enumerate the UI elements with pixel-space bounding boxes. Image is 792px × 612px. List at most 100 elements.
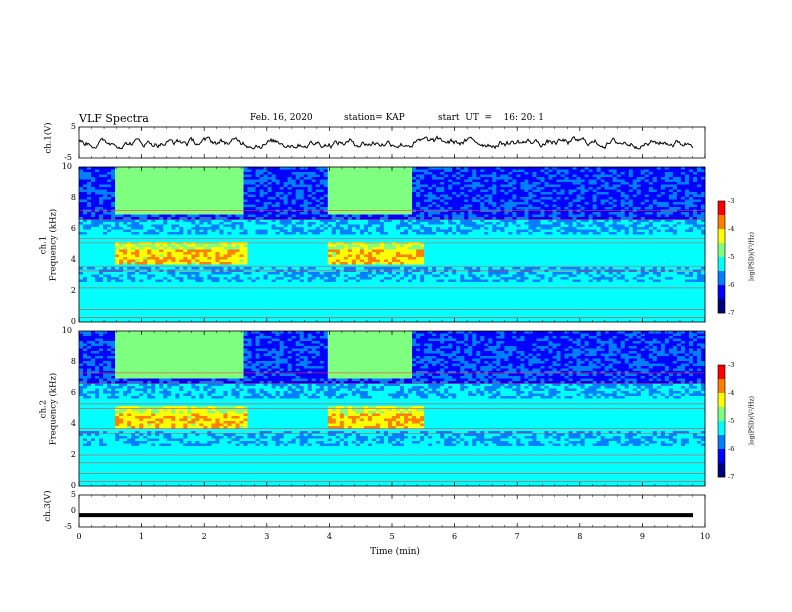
spectrogram-cell <box>115 224 120 228</box>
spectrogram-cell <box>347 217 353 220</box>
spectrogram-cell <box>95 302 100 305</box>
spectrogram-cell <box>187 257 192 260</box>
spectrogram-cell <box>375 217 381 220</box>
spectrogram-cell <box>287 177 293 180</box>
spectrogram-cell <box>311 239 317 243</box>
spectrogram-cell <box>115 212 120 215</box>
spectrogram-cell <box>235 199 240 203</box>
spectrogram-cell <box>167 317 172 320</box>
spectrogram-cell <box>343 249 349 253</box>
spectrogram-cell <box>355 252 361 255</box>
spectrogram-cell <box>99 212 104 215</box>
spectrogram-cell <box>392 259 397 263</box>
spectrogram-cell <box>303 292 309 295</box>
spectrogram-cell <box>215 272 220 275</box>
spectrogram-cell <box>111 212 116 215</box>
spectrogram-cell <box>392 299 397 303</box>
spectrogram-cell <box>175 204 180 208</box>
spectrogram-cell <box>259 189 264 193</box>
spectrogram-cell <box>323 222 329 225</box>
spectrogram-cell <box>319 222 325 225</box>
spectrogram-cell <box>131 319 136 323</box>
spectrogram-cell <box>347 292 353 295</box>
spectrogram-cell <box>331 304 337 308</box>
spectrogram-cell <box>219 312 224 315</box>
spectrogram-cell <box>291 254 297 258</box>
spectrogram-cell <box>355 209 361 213</box>
spectrogram-cell <box>255 317 260 320</box>
spectrogram-cell <box>123 167 128 170</box>
spectrogram-cell <box>315 294 321 298</box>
spectrogram-cell <box>299 187 305 190</box>
spectrogram-cell <box>303 212 309 215</box>
spectrogram-cell <box>319 219 325 223</box>
spectrogram-cell <box>123 227 128 230</box>
spectrogram-cell <box>115 279 120 283</box>
header-station: station= KAP <box>344 113 405 123</box>
spectrogram-cell <box>279 194 285 198</box>
spectrogram-cell <box>123 299 128 303</box>
spectrogram-cell <box>392 219 397 223</box>
spectrogram-cell <box>351 207 357 210</box>
spectrogram-cell <box>359 172 365 175</box>
spectrogram-cell <box>251 227 256 230</box>
spectrogram-cell <box>191 249 196 253</box>
spectrogram-cell <box>211 177 216 180</box>
spectrogram-cell <box>379 187 385 190</box>
spectrogram-cell <box>271 312 277 315</box>
spectrogram-cell <box>91 214 96 218</box>
spectrogram-cell <box>396 167 401 170</box>
spectrogram-cell <box>187 167 192 170</box>
spectrogram-cell <box>151 194 156 198</box>
spectrogram-cell <box>179 282 184 285</box>
spectrogram-cell <box>275 277 281 280</box>
spectrogram-cell <box>255 189 260 193</box>
spectrogram-cell <box>371 197 377 200</box>
spectrogram-cell <box>363 277 369 280</box>
spectrogram-cell <box>231 319 236 323</box>
spectrogram-cell <box>287 289 293 293</box>
spectrogram-cell <box>347 197 353 200</box>
spectrogram-cell <box>271 209 277 213</box>
spectrogram-cell <box>183 187 188 190</box>
spectrogram-cell <box>159 254 164 258</box>
spectrogram-cell <box>243 309 248 313</box>
spectrogram-cell <box>235 179 240 183</box>
spectrogram-cell <box>127 184 132 188</box>
spectrogram-cell <box>83 274 88 278</box>
spectrogram-cell <box>167 177 172 180</box>
spectrogram-cell <box>363 282 369 285</box>
spectrogram-cell <box>267 244 273 248</box>
spectrogram-cell <box>383 202 389 205</box>
spectrogram-cell <box>271 239 277 243</box>
spectrogram-cell <box>295 227 301 230</box>
spectrogram-cell <box>387 302 393 305</box>
spectrogram-cell <box>107 209 112 213</box>
spectrogram-cell <box>191 257 196 260</box>
spectrogram-cell <box>79 282 84 285</box>
spectrogram-cell <box>311 274 317 278</box>
spectrogram-cell <box>392 177 397 180</box>
spectrogram-cell <box>131 252 136 255</box>
spectrogram-cell <box>303 217 309 220</box>
spectrogram-cell <box>111 249 116 253</box>
spectrogram-cell <box>243 187 248 190</box>
spectrogram-cell <box>79 187 84 190</box>
spectrogram-cell <box>127 227 132 230</box>
spectrogram-cell <box>283 214 289 218</box>
spectrogram-cell <box>131 239 136 243</box>
spectrogram-cell <box>183 194 188 198</box>
spectrogram-cell <box>103 247 108 250</box>
spectrogram-cell <box>151 229 156 233</box>
spectrogram-cell <box>319 239 325 243</box>
spectrogram-cell <box>179 314 184 318</box>
spectrogram-cell <box>383 167 389 170</box>
spectrogram-cell <box>171 299 176 303</box>
spectrogram-cell <box>231 222 236 225</box>
spectrogram-cell <box>167 232 172 235</box>
spectrogram-cell <box>315 209 321 213</box>
spectrogram-cell <box>111 169 116 173</box>
spectrogram-cell <box>151 207 156 210</box>
spectrogram-cell <box>219 272 224 275</box>
spectrogram-cell <box>215 242 220 245</box>
